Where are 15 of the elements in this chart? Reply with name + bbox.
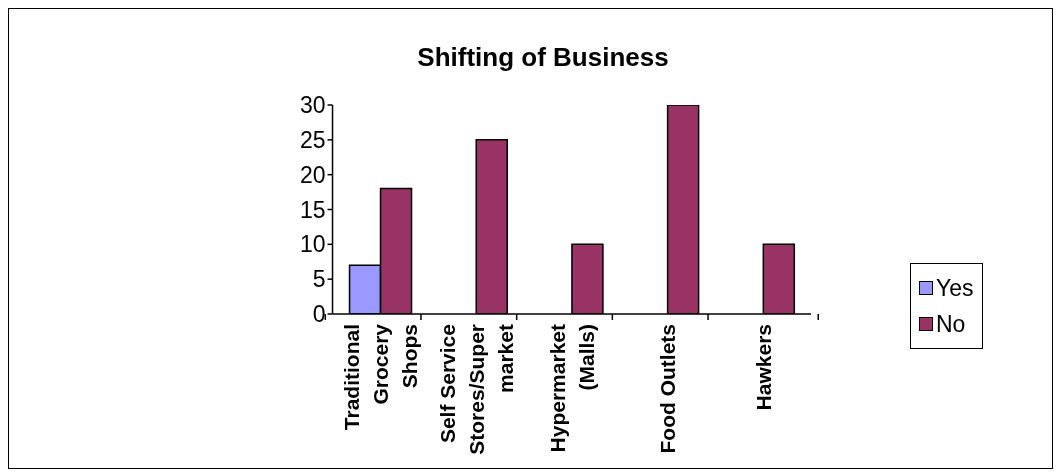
y-tick-label: 25 <box>299 127 326 153</box>
y-tick-label: 0 <box>312 301 326 328</box>
y-tick-label: 15 <box>299 196 326 223</box>
x-tick-label: Self Service Stores/Super market <box>435 324 517 455</box>
y-tick-label: 10 <box>299 231 326 258</box>
y-tick-label: 5 <box>312 266 326 293</box>
y-tick-label: 30 <box>299 92 326 119</box>
x-tick-label: Traditional Grocery Shops <box>339 323 421 431</box>
legend-label: Yes <box>936 274 974 303</box>
x-tick-label: Hypermarket (Malls) <box>545 324 598 453</box>
legend-label: No <box>936 310 966 339</box>
chart-title: Shifting of Business <box>416 42 670 73</box>
y-tick-label: 20 <box>299 161 326 188</box>
x-tick-label: Hawkers <box>751 324 775 411</box>
x-tick-label: Food Outlets <box>655 324 679 454</box>
